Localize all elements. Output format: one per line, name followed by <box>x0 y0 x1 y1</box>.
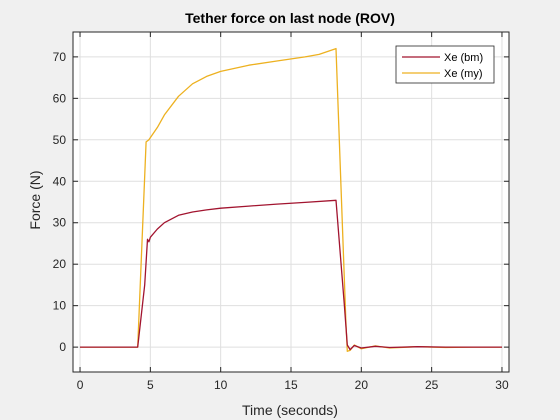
x-tick-label: 20 <box>355 378 369 392</box>
x-tick-label: 30 <box>495 378 509 392</box>
x-tick-label: 0 <box>77 378 84 392</box>
x-tick-label: 5 <box>147 378 154 392</box>
y-tick-label: 30 <box>53 216 67 230</box>
y-tick-label: 50 <box>53 133 67 147</box>
y-tick-label: 70 <box>53 50 67 64</box>
y-tick-label: 40 <box>53 174 67 188</box>
y-tick-label: 10 <box>53 299 67 313</box>
x-tick-label: 10 <box>214 378 228 392</box>
ticks: 0 5 10 15 20 25 30 0 10 20 30 40 50 60 70 <box>53 32 509 392</box>
series-line-xe-bm <box>80 199 502 351</box>
y-tick-label: 0 <box>59 340 66 354</box>
y-tick-label: 60 <box>53 91 67 105</box>
y-axis-title: Force (N) <box>27 170 43 229</box>
series-layer <box>80 47 502 352</box>
legend[interactable]: Xe (bm) Xe (my) <box>395 45 495 84</box>
x-tick-label: 15 <box>284 378 298 392</box>
chart-title: Tether force on last node (ROV) <box>185 10 395 26</box>
legend-box <box>395 45 495 84</box>
legend-label-bm: Xe (bm) <box>444 52 483 64</box>
x-tick-label: 25 <box>425 378 439 392</box>
y-tick-label: 20 <box>53 257 67 271</box>
grid <box>73 32 509 372</box>
legend-label-my: Xe (my) <box>444 68 483 80</box>
x-axis-title: Time (seconds) <box>242 402 338 418</box>
